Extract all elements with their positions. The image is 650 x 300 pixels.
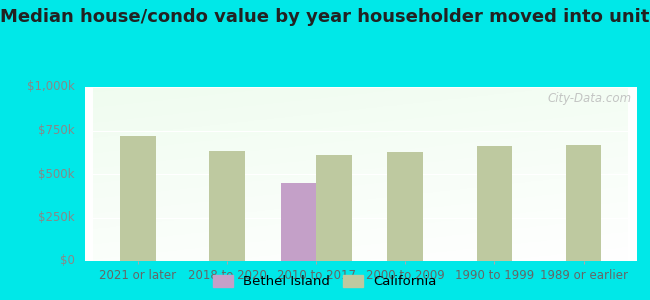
Text: $750k: $750k (38, 124, 75, 137)
Bar (209, 151, 245, 261)
Bar (476, 146, 512, 261)
Bar (316, 155, 352, 261)
Text: $1,000k: $1,000k (27, 80, 75, 94)
Bar (120, 136, 156, 261)
Legend: Bethel Island, California: Bethel Island, California (207, 269, 443, 293)
Bar (281, 183, 316, 261)
Bar (387, 152, 423, 261)
Text: $0: $0 (60, 254, 75, 268)
Text: City-Data.com: City-Data.com (547, 92, 632, 105)
Text: $250k: $250k (38, 211, 75, 224)
Text: Median house/condo value by year householder moved into unit: Median house/condo value by year househo… (0, 8, 650, 26)
Bar (566, 145, 601, 261)
Text: $500k: $500k (38, 167, 75, 181)
